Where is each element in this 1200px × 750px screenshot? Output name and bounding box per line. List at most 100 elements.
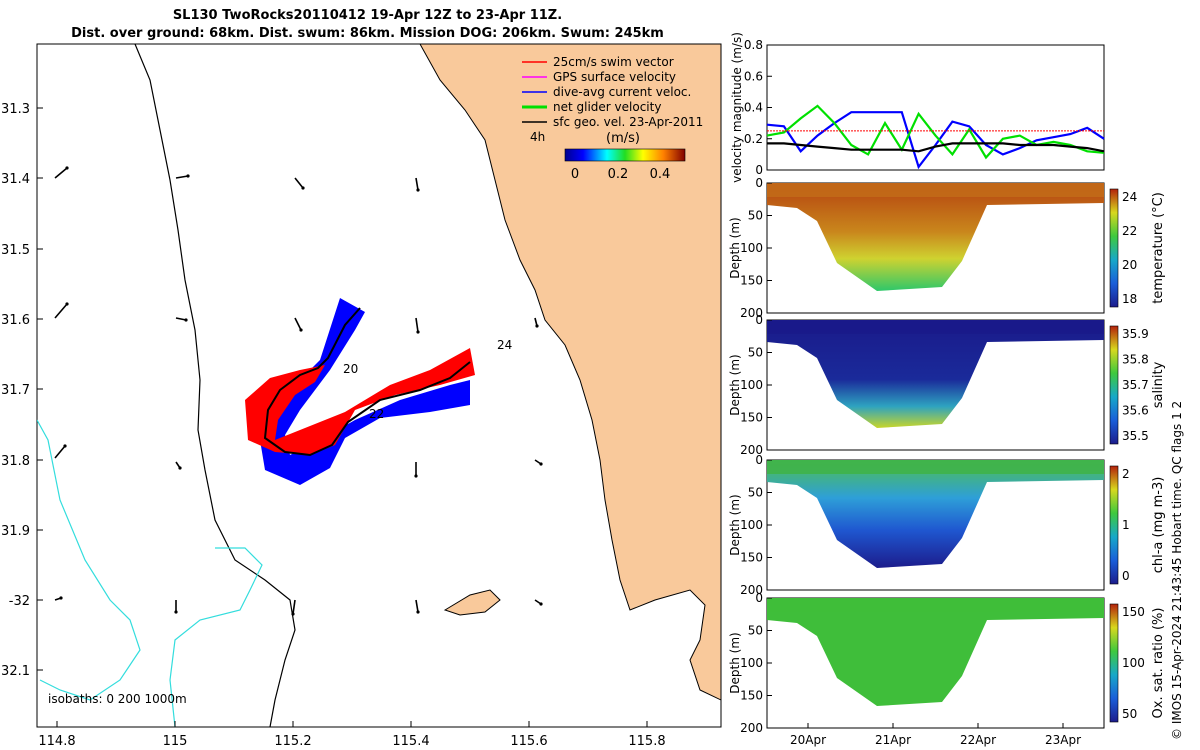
section-y-tick-label: 50 xyxy=(748,624,763,638)
track-line xyxy=(263,307,471,457)
geo-arrow-head xyxy=(186,174,190,178)
geo-arrow xyxy=(415,177,419,191)
section-y-tick-label: 150 xyxy=(740,689,763,703)
isobath-1000-a xyxy=(37,419,141,701)
map-y-tick-label: -32 xyxy=(9,594,30,609)
section-colorbar-tick-label: 35.8 xyxy=(1122,353,1149,367)
map-y-tick-label: 31.8 xyxy=(1,454,30,469)
map-colorbar-tick-label: 0 xyxy=(571,167,579,182)
legend-item-label: dive-avg current veloc. xyxy=(553,85,691,99)
section-y-tick-label: 200 xyxy=(740,721,763,735)
velocity-y-tick-label: 0.8 xyxy=(744,38,763,52)
section-colorbar-label: temperature (°C) xyxy=(1151,192,1166,304)
map-colorbar-tick-label: 0.2 xyxy=(608,167,629,182)
section-y-tick-label: 100 xyxy=(740,378,763,392)
legend-item-label: 25cm/s swim vector xyxy=(553,55,674,69)
section-colorbar-label: Ox. sat. ratio (%) xyxy=(1151,608,1166,719)
section-y-tick-label: 150 xyxy=(740,411,763,425)
geo-arrow xyxy=(175,175,189,179)
map-y-ticks: 31.3 31.4 31.5 31.6 31.7 31.8 31.9 -32 32.1 xyxy=(1,102,43,679)
map-y-tick-label: 31.3 xyxy=(1,102,30,117)
map-x-tick-label: 115.4 xyxy=(392,734,429,749)
section-colorbar-tick-label: 18 xyxy=(1122,292,1137,306)
section-y-tick-label: 50 xyxy=(748,346,763,360)
legend-item-label: GPS surface velocity xyxy=(553,70,676,84)
map-y-tick-label: 31.4 xyxy=(1,172,30,187)
section-surface-band xyxy=(767,460,1104,474)
velocity-ylabel: velocity magnitude (m/s) xyxy=(730,32,744,183)
geo-arrow-head xyxy=(539,462,543,466)
legend-time-label: 4h xyxy=(530,130,545,144)
section-y-tick-label: 100 xyxy=(740,656,763,670)
section-colorbar-tick-label: 22 xyxy=(1122,224,1137,238)
legend-item-label: sfc geo. vel. 23-Apr-2011 xyxy=(553,115,703,129)
section-colorbar-tick-label: 35.9 xyxy=(1122,327,1149,341)
geo-arrow-head xyxy=(291,612,295,616)
section-colorbar-tick-label: 35.5 xyxy=(1122,429,1149,443)
section-colorbar-tick-label: 100 xyxy=(1122,656,1145,670)
section-colorbar-tick-label: 0 xyxy=(1122,569,1130,583)
section-colorbar xyxy=(1109,188,1119,308)
section-colorbar-tick-label: 20 xyxy=(1122,258,1137,272)
section-colorbar-tick-label: 50 xyxy=(1122,707,1137,721)
velocity-y-tick-label: 0 xyxy=(755,163,763,177)
section-y-tick-label: 0 xyxy=(755,176,763,190)
isobath-200 xyxy=(134,44,296,727)
title-line-2: Dist. over ground: 68km. Dist. swum: 86k… xyxy=(71,26,664,41)
map-y-tick-label: 32.1 xyxy=(1,664,30,679)
section-field xyxy=(767,460,1104,568)
section-ylabel: Depth (m) xyxy=(728,632,742,693)
section-colorbar-tick-label: 24 xyxy=(1122,190,1137,204)
geo-arrow xyxy=(415,599,419,613)
section-colorbar xyxy=(1109,325,1119,445)
geo-arrow-head xyxy=(174,610,178,614)
geo-arrow-head xyxy=(178,466,182,470)
section-y-tick-label: 200 xyxy=(740,583,763,597)
section-x-tick-label: 20Apr xyxy=(790,733,826,747)
geo-velocity-arrows xyxy=(54,166,543,616)
section-surface-band xyxy=(767,183,1104,197)
section-y-tick-label: 100 xyxy=(740,241,763,255)
section-colorbar-tick-label: 1 xyxy=(1122,518,1130,532)
velocity-series-line xyxy=(767,142,1105,153)
map-y-tick-label: 31.5 xyxy=(1,243,30,258)
geo-arrow-head xyxy=(535,324,539,328)
day-label-20: 20 xyxy=(343,362,358,376)
geo-arrow-head xyxy=(65,166,69,170)
velocity-y-tick-label: 0.2 xyxy=(744,132,763,146)
map-x-tick-label: 114.8 xyxy=(38,734,75,749)
section-ylabel: Depth (m) xyxy=(728,217,742,278)
section-colorbar xyxy=(1109,465,1119,585)
section-y-tick-label: 0 xyxy=(755,591,763,605)
map-x-tick-label: 115.8 xyxy=(628,734,665,749)
colorbar-unit: (m/s) xyxy=(606,131,640,146)
map-colorbar xyxy=(564,148,686,162)
map-x-tick-label: 115.6 xyxy=(510,734,547,749)
section-surface-band xyxy=(767,320,1104,334)
section-y-tick-label: 150 xyxy=(740,551,763,565)
day-label-22: 22 xyxy=(369,407,384,421)
section-field xyxy=(767,183,1104,291)
geo-arrow-head xyxy=(301,186,305,190)
section-field xyxy=(767,598,1104,706)
map-y-tick-label: 31.6 xyxy=(1,313,30,328)
isobath-1000-b xyxy=(169,547,263,727)
section-field xyxy=(767,320,1104,428)
section-colorbar-label: salinity xyxy=(1151,361,1166,408)
geo-arrow xyxy=(292,599,296,615)
velocity-axes xyxy=(766,44,1105,171)
section-colorbar xyxy=(1109,603,1119,723)
title-line-1: SL130 TwoRocks20110412 19-Apr 12Z to 23-… xyxy=(172,8,563,23)
footer-stamp: © IMOS 15-Apr-2024 21:43:45 Hobart time.… xyxy=(1170,400,1184,740)
map-x-tick-label: 115 xyxy=(163,734,188,749)
section-x-tick-label: 23Apr xyxy=(1045,733,1081,747)
geo-arrow-head xyxy=(414,474,418,478)
day-label-24: 24 xyxy=(497,338,512,352)
section-y-tick-label: 0 xyxy=(755,313,763,327)
map-colorbar-ticks: 0 0.2 0.4 xyxy=(571,167,670,182)
map-x-ticks: 114.8 115 115.2 115.4 115.6 115.8 xyxy=(38,721,666,749)
section-x-tick-label: 21Apr xyxy=(875,733,911,747)
section-ylabel: Depth (m) xyxy=(728,354,742,415)
velocity-series-line xyxy=(766,104,1105,160)
